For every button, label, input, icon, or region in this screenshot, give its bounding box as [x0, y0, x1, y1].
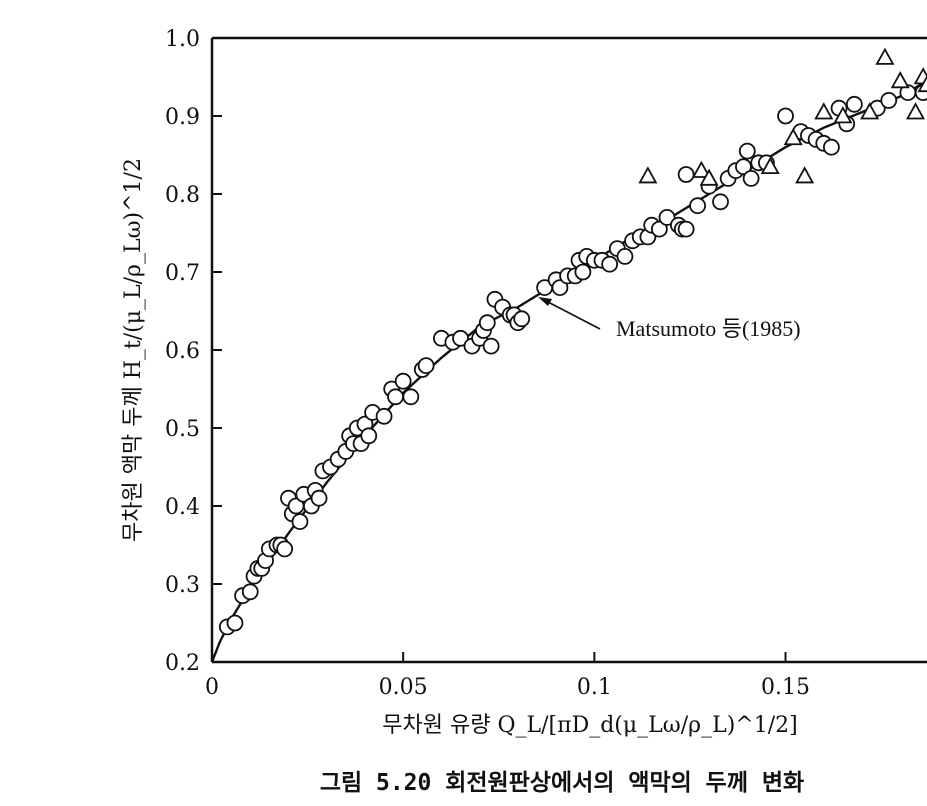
data-point-triangle	[833, 106, 853, 124]
axes-layer	[210, 36, 927, 664]
data-point-circle	[601, 255, 619, 273]
data-point-triangle	[638, 166, 658, 184]
data-point-triangle	[860, 102, 880, 120]
y-tick-label: 0.8	[165, 183, 200, 208]
y-tick-label: 0.2	[165, 651, 200, 676]
annotation-label: Matsumoto 등(1985)	[616, 316, 801, 341]
data-point-circle	[360, 427, 378, 445]
data-point-circle	[452, 329, 469, 347]
annotation-leader-line	[547, 301, 601, 330]
figure-caption: 그림 5.20 회전원판상에서의 액막의 두께 변화	[320, 770, 804, 796]
data-point-circle	[375, 407, 393, 425]
data-point-circle	[478, 314, 496, 332]
data-point-circle	[402, 388, 420, 406]
x-tick-label: 0.05	[379, 675, 428, 700]
y-tick-label: 0.9	[165, 105, 200, 130]
data-point-circle	[689, 197, 706, 215]
y-tick-label: 1.0	[165, 27, 200, 52]
data-point-triangle	[917, 74, 927, 93]
data-point-circle	[738, 142, 756, 160]
data-point-circle	[394, 372, 412, 390]
data-point-circle	[845, 95, 863, 113]
data-point-circle	[742, 169, 760, 187]
data-point-circle	[712, 193, 729, 211]
data-point-circle	[276, 540, 294, 558]
data-point-circle	[291, 513, 309, 530]
data-point-triangle	[795, 166, 815, 184]
y-tick-label: 0.7	[165, 261, 200, 286]
data-point-circle	[551, 279, 569, 297]
data-point-circle	[310, 489, 328, 507]
data-point-triangle	[699, 168, 719, 186]
data-point-triangle	[890, 71, 910, 89]
data-points-layer	[218, 47, 927, 636]
data-point-circle	[482, 337, 500, 355]
data-point-circle	[677, 166, 695, 183]
data-point-triangle	[760, 156, 780, 175]
data-point-circle	[823, 138, 840, 156]
data-point-triangle	[814, 102, 834, 120]
y-tick-label: 0.5	[165, 417, 200, 442]
y-axis-label: 무차원 액막 두께 H_t/(μ_L/ρ_Lω)^1/2	[121, 158, 146, 542]
fit-curve-line	[210, 79, 927, 663]
data-point-circle	[574, 263, 592, 281]
ticks-layer: 0 0.05 0.1 0.15 0.2 0.3 0.4 0.5 0.6 0.7 0.8 0.9 1.0	[165, 27, 810, 700]
data-point-circle	[658, 208, 676, 226]
data-point-circle	[417, 357, 435, 375]
data-point-circle	[241, 583, 259, 601]
data-point-circle	[226, 614, 244, 632]
x-tick-label: 0	[205, 675, 219, 700]
y-tick-label: 0.4	[165, 495, 200, 520]
y-tick-label: 0.6	[165, 339, 200, 364]
data-point-triangle	[875, 47, 895, 65]
data-point-circle	[650, 220, 668, 238]
data-point-circle	[677, 220, 695, 238]
data-point-circle	[513, 310, 531, 328]
data-point-circle	[616, 247, 634, 265]
x-tick-label: 0.1	[577, 675, 612, 700]
data-point-triangle	[783, 127, 803, 146]
annotation: Matsumoto 등(1985)	[538, 297, 801, 341]
x-axis-label: 무차원 유량 Q_L/[πD_d(μ_Lω/ρ_L)^1/2]	[382, 713, 797, 738]
y-tick-label: 0.3	[165, 573, 200, 598]
data-point-circle	[880, 92, 898, 109]
x-tick-label: 0.15	[761, 675, 810, 700]
data-point-triangle	[691, 160, 711, 178]
annotation-arrowhead	[538, 297, 552, 306]
fit-curve-layer	[210, 79, 927, 663]
data-point-circle	[735, 158, 752, 176]
data-point-circle	[777, 107, 794, 125]
data-point-triangle	[905, 102, 926, 120]
data-point-circle	[387, 388, 404, 406]
